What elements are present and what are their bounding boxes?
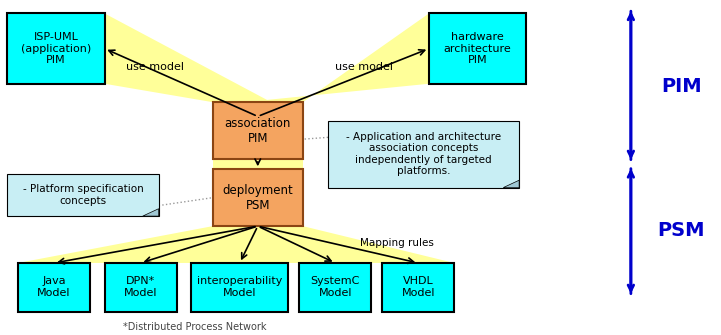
Polygon shape	[105, 13, 271, 102]
Text: Mapping rules: Mapping rules	[360, 238, 434, 248]
Text: hardware
architecture
PIM: hardware architecture PIM	[444, 32, 511, 65]
FancyBboxPatch shape	[213, 169, 303, 226]
FancyBboxPatch shape	[7, 13, 105, 84]
Polygon shape	[244, 13, 429, 102]
FancyBboxPatch shape	[382, 263, 454, 312]
Text: ISP-UML
(application)
PIM: ISP-UML (application) PIM	[21, 32, 91, 65]
FancyBboxPatch shape	[105, 263, 177, 312]
Text: DPN*
Model: DPN* Model	[124, 276, 157, 298]
Text: deployment
PSM: deployment PSM	[222, 184, 293, 212]
Text: SystemC
Model: SystemC Model	[311, 276, 360, 298]
FancyBboxPatch shape	[299, 263, 371, 312]
FancyBboxPatch shape	[18, 263, 90, 312]
Polygon shape	[213, 159, 303, 169]
Polygon shape	[143, 209, 159, 216]
Text: use model: use model	[335, 62, 393, 72]
FancyBboxPatch shape	[7, 174, 159, 216]
Text: interoperability
Model: interoperability Model	[197, 276, 283, 298]
FancyBboxPatch shape	[429, 13, 526, 84]
Text: *Distributed Process Network: *Distributed Process Network	[123, 322, 266, 332]
Text: PSM: PSM	[658, 221, 705, 240]
FancyBboxPatch shape	[213, 102, 303, 159]
Text: - Platform specification
concepts: - Platform specification concepts	[22, 184, 143, 206]
Text: Java
Model: Java Model	[37, 276, 71, 298]
Text: association
PIM: association PIM	[224, 117, 291, 145]
Polygon shape	[503, 180, 519, 188]
FancyBboxPatch shape	[328, 121, 519, 188]
Text: - Application and architecture
association concepts
independently of targeted
pl: - Application and architecture associati…	[346, 132, 501, 177]
Text: PIM: PIM	[661, 77, 702, 96]
Polygon shape	[18, 226, 454, 263]
Text: VHDL
Model: VHDL Model	[402, 276, 435, 298]
Text: use model: use model	[126, 62, 184, 72]
FancyBboxPatch shape	[191, 263, 288, 312]
